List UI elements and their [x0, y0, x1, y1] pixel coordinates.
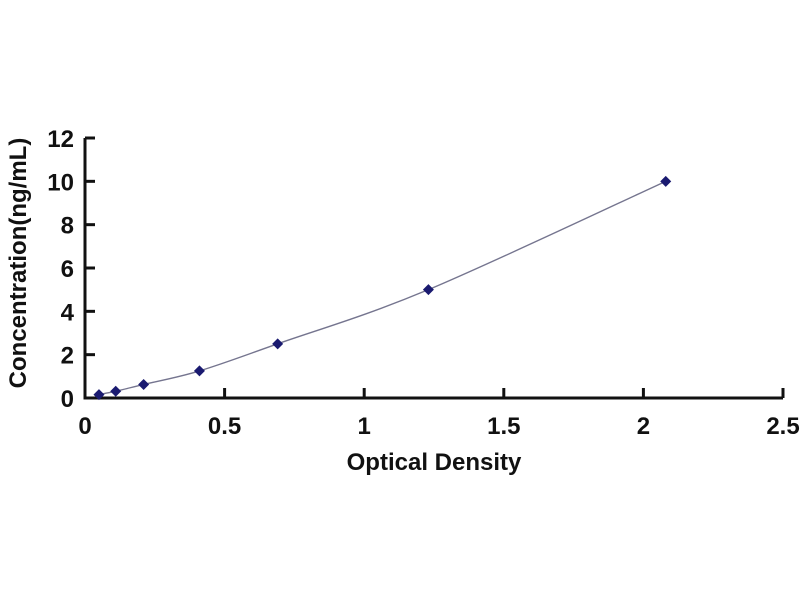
data-point-diamond	[422, 284, 434, 296]
y-tick-label: 8	[61, 213, 74, 240]
plot-area: 0 2 4 6 8 10 12 0 0.5 1 1.5 2 2.5	[47, 126, 799, 440]
data-point-diamond	[660, 175, 672, 187]
data-point-diamond	[110, 385, 122, 397]
axis-spine	[83, 138, 783, 400]
x-axis-title: Optical Density	[347, 449, 522, 476]
y-axis-title: Concentration(ng/mL)	[5, 138, 32, 389]
x-tick-label: 2.5	[766, 413, 799, 440]
y-tick-label: 4	[61, 299, 75, 326]
x-tick-label: 1	[358, 413, 371, 440]
data-point-diamond	[138, 378, 150, 390]
x-tick-label: 0	[78, 413, 91, 440]
y-tick-label: 12	[47, 126, 74, 153]
y-tick-label: 10	[47, 169, 74, 196]
data-point-diamond	[272, 338, 284, 350]
y-tick-label: 0	[61, 386, 74, 413]
series-line	[98, 180, 667, 396]
data-point-diamond	[93, 389, 105, 401]
y-tick-label: 6	[61, 256, 74, 283]
y-tick-label: 2	[61, 343, 74, 370]
x-tick-label: 0.5	[208, 413, 241, 440]
data-point-diamond	[193, 365, 205, 377]
x-tick-label: 1.5	[487, 413, 520, 440]
x-tick-label: 2	[637, 413, 650, 440]
